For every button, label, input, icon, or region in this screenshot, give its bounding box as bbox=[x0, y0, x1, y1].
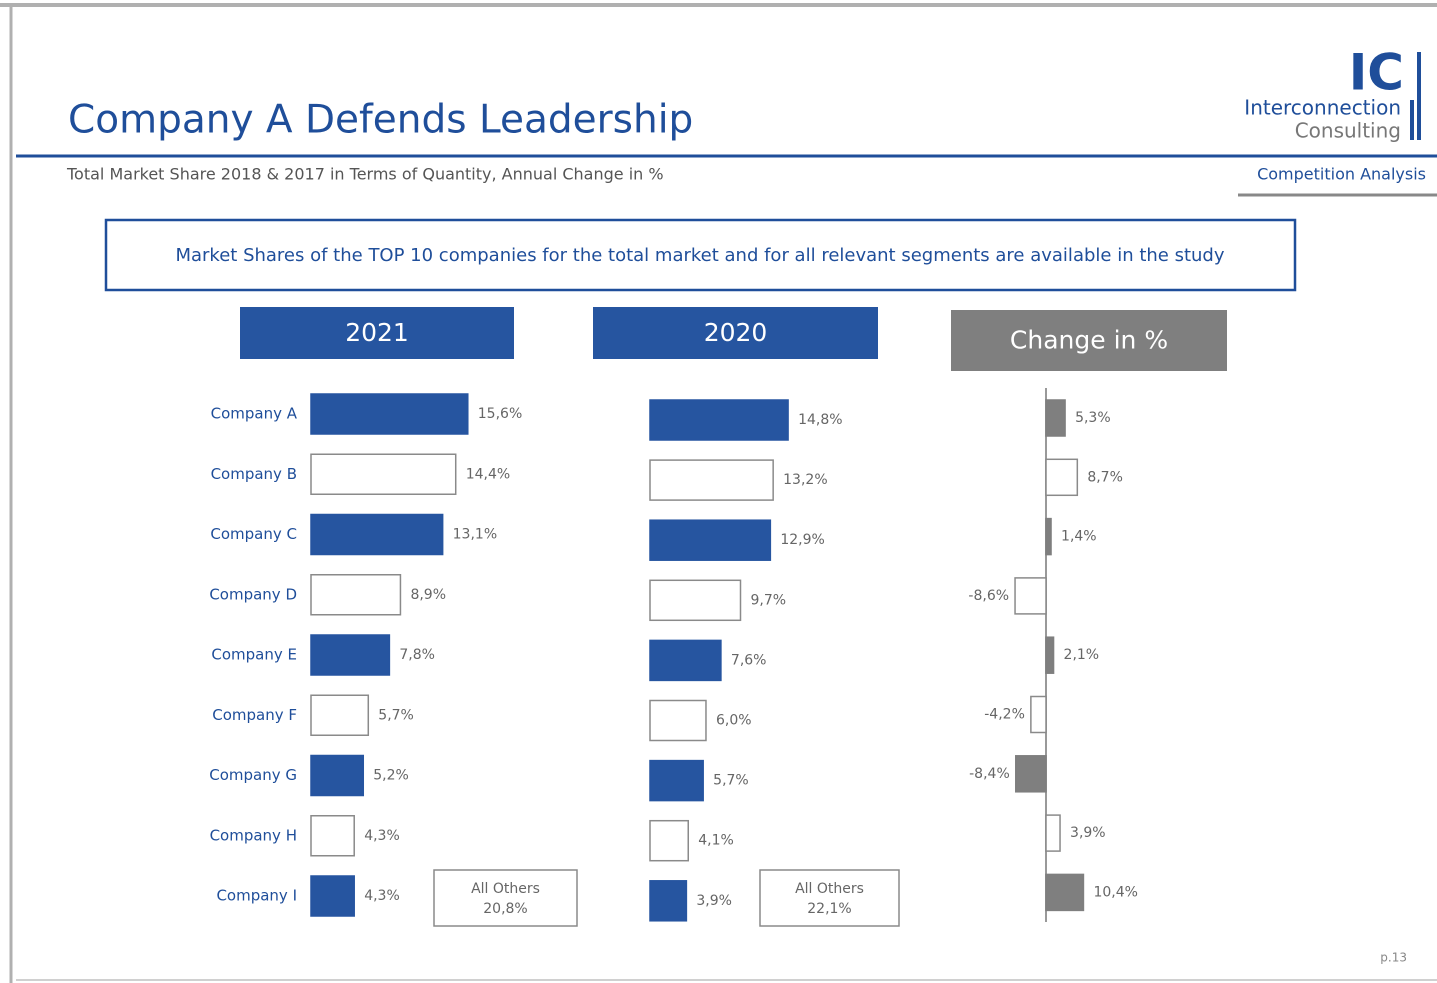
value-label: 7,8% bbox=[399, 647, 435, 663]
bar bbox=[310, 634, 391, 676]
value-label: 10,4% bbox=[1093, 884, 1137, 900]
others-box bbox=[759, 869, 900, 927]
value-label: 2,1% bbox=[1064, 647, 1100, 663]
bar bbox=[310, 574, 402, 616]
bar bbox=[649, 699, 707, 742]
logo-line: Consulting bbox=[1295, 119, 1401, 143]
chart-header bbox=[951, 310, 1227, 371]
bar bbox=[310, 393, 469, 435]
value-label: -4,2% bbox=[984, 707, 1025, 723]
bar bbox=[1045, 636, 1055, 674]
title: Company A Defends Leadership bbox=[68, 98, 693, 143]
value-label: 12,9% bbox=[780, 532, 824, 548]
bar bbox=[1030, 695, 1047, 734]
chart-header bbox=[593, 307, 878, 359]
category-label: Company A bbox=[211, 405, 298, 423]
chart-header bbox=[240, 307, 514, 359]
value-label: 1,4% bbox=[1061, 529, 1097, 545]
value-label: 7,6% bbox=[731, 652, 767, 668]
value-label: 14,8% bbox=[798, 412, 842, 428]
value-label: 6,0% bbox=[716, 713, 752, 729]
bar bbox=[649, 399, 789, 441]
bar bbox=[310, 513, 444, 556]
logo-line: Interconnection bbox=[1244, 96, 1401, 120]
value-label: 9,7% bbox=[751, 592, 787, 608]
value-label: 5,7% bbox=[378, 707, 414, 723]
others-box bbox=[433, 869, 578, 927]
category-label: Company G bbox=[209, 766, 297, 784]
value-label: 15,6% bbox=[478, 406, 522, 422]
page-number: p.13 bbox=[1380, 951, 1407, 965]
bar bbox=[649, 519, 772, 561]
value-label: 14,4% bbox=[466, 466, 510, 482]
value-label: 3,9% bbox=[1070, 825, 1106, 841]
bar bbox=[310, 875, 355, 917]
logo-mark: IC bbox=[1349, 44, 1404, 102]
value-label: 3,9% bbox=[696, 893, 732, 909]
notice-box bbox=[104, 218, 1297, 292]
chart-header-label: Change in % bbox=[1010, 326, 1168, 355]
chart-header-label: 2020 bbox=[704, 318, 768, 347]
logo-bar bbox=[1410, 100, 1414, 140]
bar bbox=[649, 639, 722, 682]
chart-header-label: 2021 bbox=[345, 318, 409, 347]
value-label: 5,2% bbox=[373, 768, 409, 784]
bar bbox=[1015, 755, 1047, 793]
bar bbox=[1045, 458, 1079, 497]
section-label: Competition Analysis bbox=[1257, 165, 1426, 184]
bar bbox=[310, 815, 355, 857]
bar bbox=[1045, 814, 1061, 852]
bar bbox=[1045, 517, 1052, 556]
bar bbox=[649, 759, 704, 802]
category-label: Company D bbox=[209, 585, 297, 603]
bar bbox=[1014, 577, 1047, 615]
category-label: Company F bbox=[212, 706, 297, 724]
category-label: Company B bbox=[211, 465, 297, 483]
subtitle: Total Market Share 2018 & 2017 in Terms … bbox=[66, 165, 664, 184]
value-label: 4,3% bbox=[364, 888, 400, 904]
bar bbox=[649, 579, 742, 622]
value-label: 5,7% bbox=[713, 773, 749, 789]
notice-text: Market Shares of the TOP 10 companies fo… bbox=[175, 245, 1224, 266]
value-label: 4,3% bbox=[364, 828, 400, 844]
category-label: Company E bbox=[211, 646, 297, 664]
category-label: Company C bbox=[210, 525, 297, 543]
value-label: -8,4% bbox=[969, 766, 1010, 782]
bar bbox=[310, 694, 370, 736]
value-label: 13,2% bbox=[783, 472, 827, 488]
category-label: Company H bbox=[210, 826, 297, 844]
value-label: 4,1% bbox=[698, 833, 734, 849]
value-label: 8,7% bbox=[1087, 469, 1123, 485]
bar bbox=[1045, 399, 1066, 437]
others-value: 22,1% bbox=[807, 901, 851, 917]
value-label: 5,3% bbox=[1075, 410, 1111, 426]
bar bbox=[649, 819, 690, 862]
others-value: 20,8% bbox=[483, 901, 527, 917]
category-label: Company I bbox=[216, 887, 297, 905]
others-label: All Others bbox=[795, 881, 864, 897]
others-label: All Others bbox=[471, 881, 540, 897]
logo-bar bbox=[1417, 52, 1421, 140]
bar bbox=[649, 459, 774, 501]
bar bbox=[310, 754, 365, 797]
value-label: -8,6% bbox=[968, 588, 1009, 604]
value-label: 8,9% bbox=[410, 587, 446, 603]
bar bbox=[649, 880, 688, 922]
bar bbox=[310, 453, 457, 495]
bar bbox=[1045, 873, 1085, 912]
value-label: 13,1% bbox=[453, 527, 497, 543]
